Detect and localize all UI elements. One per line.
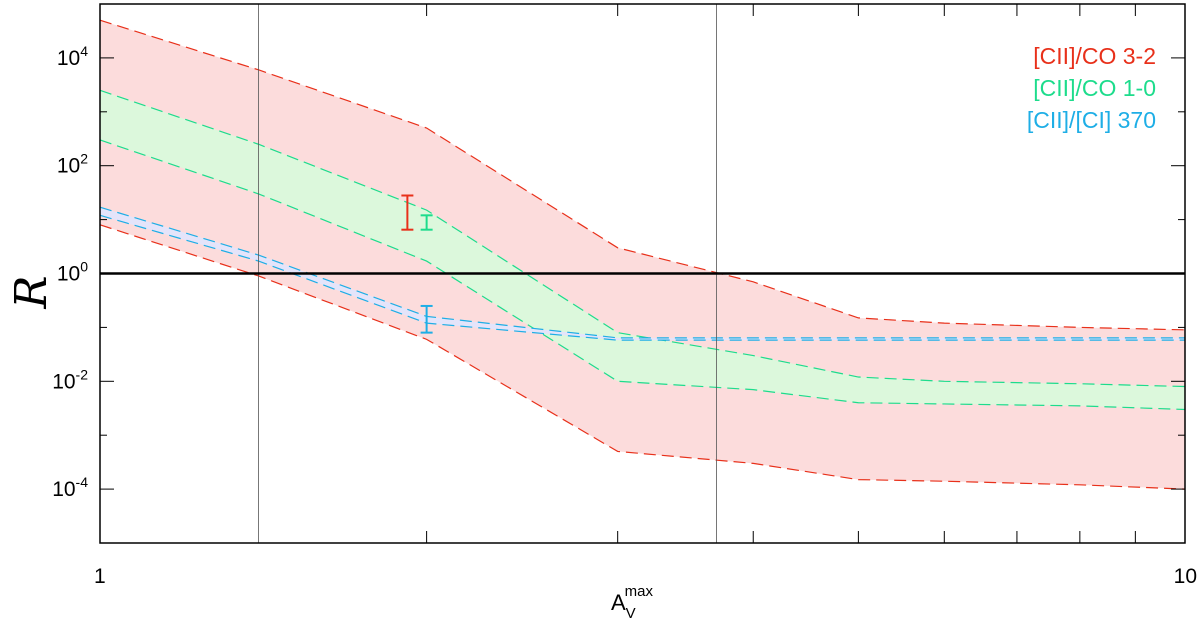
y-tick-label-exponent: -4 xyxy=(76,474,89,490)
y-tick-label-exponent: 4 xyxy=(80,43,88,59)
y-tick-label-exponent: -2 xyxy=(76,366,89,382)
y-tick-label-base: 10 xyxy=(52,478,75,501)
band-lower-line-cii-ci-370 xyxy=(99,214,1185,341)
y-tick-label: 104 xyxy=(57,43,88,70)
y-tick-label-base: 10 xyxy=(57,47,80,70)
axis-titles: R AVmax xyxy=(6,275,654,622)
reference-lines-layer xyxy=(100,4,1185,543)
error-bar-cii-ci-370 xyxy=(420,304,433,334)
x-tick-label: 10 xyxy=(1174,565,1197,588)
y-tick-label-base: 10 xyxy=(52,370,75,393)
band-lower-line-cii-co-3-2 xyxy=(99,224,1186,490)
x-axis-title-sup: max xyxy=(625,583,654,600)
error-bar-cii-co-1-0 xyxy=(420,214,433,231)
y-tick-label-exponent: 0 xyxy=(80,259,88,275)
error-bars-layer xyxy=(401,194,433,334)
band-upper-line-cii-co-1-0 xyxy=(99,89,1186,388)
y-tick-label: 10-4 xyxy=(52,474,88,501)
x-axis-title: AVmax xyxy=(611,583,654,622)
error-bar-cii-co-3-2 xyxy=(401,194,414,231)
band-fill-cii-co-3-2 xyxy=(100,20,1185,490)
band-upper-line-cii-ci-370 xyxy=(99,206,1185,339)
y-tick-label-base: 10 xyxy=(57,263,80,286)
y-tick-label: 100 xyxy=(57,259,88,286)
y-tick-label-exponent: 2 xyxy=(80,151,88,167)
legend-item-cii-ci-370: [CII]/[CI] 370 xyxy=(1027,107,1156,133)
band-upper-line-cii-co-3-2 xyxy=(99,19,1186,331)
bands-layer xyxy=(99,19,1186,490)
y-axis-title: R xyxy=(6,275,57,309)
legend: [CII]/CO 3-2 [CII]/CO 1-0 [CII]/[CI] 370 xyxy=(1027,43,1156,133)
x-axis-title-base: A xyxy=(611,590,626,615)
y-tick-label-base: 10 xyxy=(57,155,80,178)
y-tick-label: 102 xyxy=(57,151,88,178)
band-fill-cii-co-1-0 xyxy=(100,90,1185,410)
band-lower-line-cii-co-1-0 xyxy=(99,139,1186,411)
legend-item-cii-co-3-2: [CII]/CO 3-2 xyxy=(1033,43,1156,69)
x-tick-label: 1 xyxy=(94,565,106,588)
x-axis-title-sub: V xyxy=(626,605,636,622)
legend-item-cii-co-1-0: [CII]/CO 1-0 xyxy=(1033,75,1156,101)
y-tick-label: 10-2 xyxy=(52,366,88,393)
